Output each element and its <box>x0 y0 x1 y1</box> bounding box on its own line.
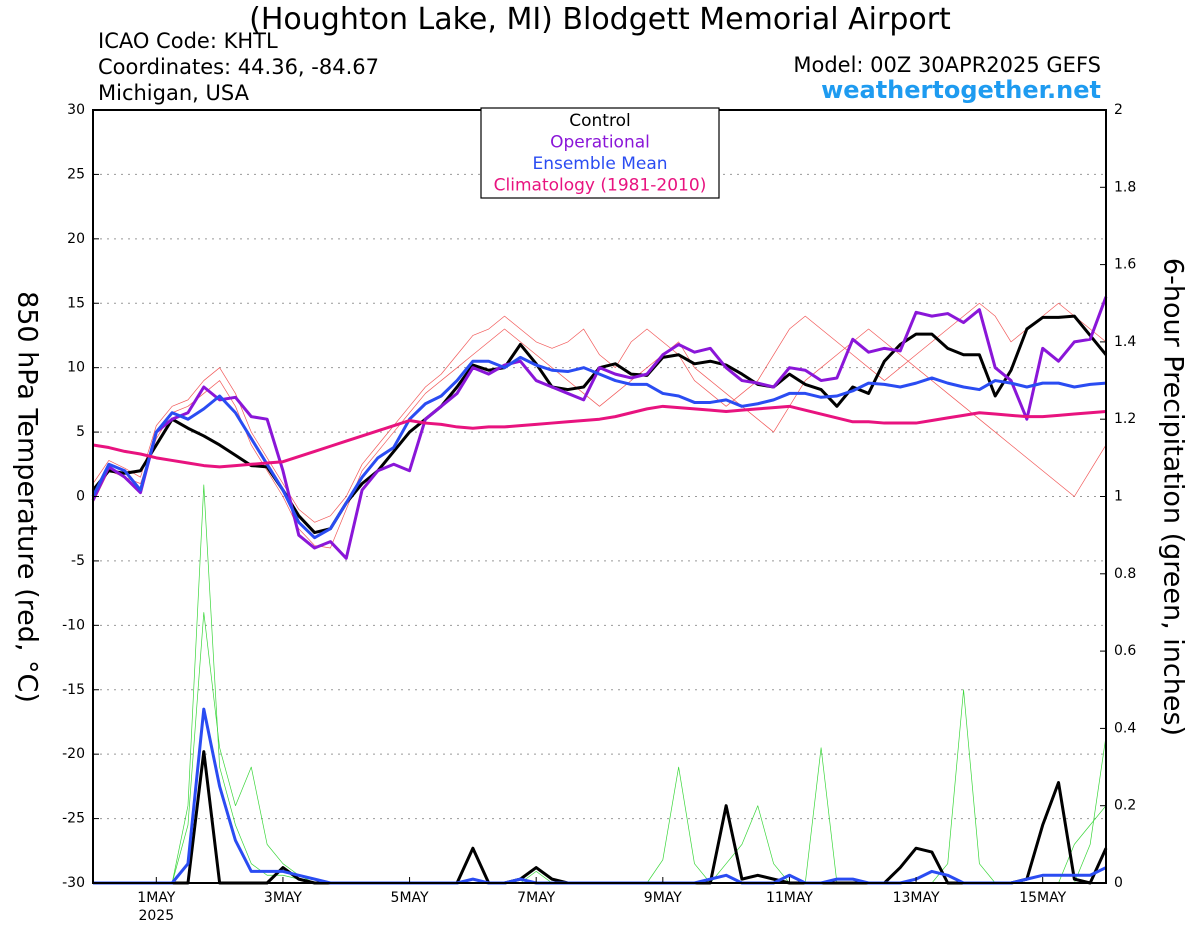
y-tick-label: 5 <box>76 424 85 440</box>
legend-entry: Climatology (1981-2010) <box>494 176 707 196</box>
y2-tick-label: 0 <box>1114 875 1123 891</box>
model-info: Model: 00Z 30APR2025 GEFS <box>793 53 1101 77</box>
y-tick-label: -10 <box>62 617 85 633</box>
x-tick-label: 15MAY <box>1019 890 1066 906</box>
y2-tick-label: 1.2 <box>1114 411 1136 427</box>
y2-tick-label: 0.4 <box>1114 720 1136 736</box>
y2-tick-label: 0.8 <box>1114 566 1136 582</box>
y2-tick-label: 1 <box>1114 489 1123 505</box>
legend-entry: Ensemble Mean <box>532 154 667 174</box>
y-axis-label: 850 hPa Temperature (red, °C) <box>12 291 43 703</box>
y2-tick-label: 1.6 <box>1114 257 1136 273</box>
y-tick-label: -15 <box>62 682 85 698</box>
y-tick-label: 15 <box>67 295 85 311</box>
y2-tick-label: 1.8 <box>1114 179 1136 195</box>
y-tick-label: -25 <box>62 811 85 827</box>
station-info: Michigan, USA <box>98 81 250 105</box>
y-tick-label: -20 <box>62 746 85 762</box>
y-tick-label: 20 <box>67 231 85 247</box>
x-tick-label: 9MAY <box>644 890 682 906</box>
legend-box <box>480 107 720 199</box>
y-tick-label: 30 <box>67 102 85 118</box>
y2-tick-label: 0.6 <box>1114 643 1136 659</box>
y2-axis-label: 6-hour Precipitation (green, inches) <box>1158 258 1189 736</box>
x-tick-label: 3MAY <box>264 890 302 906</box>
legend-entry: Operational <box>550 133 650 153</box>
legend-entry: Control <box>569 111 630 131</box>
ticks: -30-25-20-15-10-505101520253000.20.40.60… <box>62 102 1136 924</box>
x-tick-label: 13MAY <box>893 890 940 906</box>
y2-tick-label: 1.4 <box>1114 334 1136 350</box>
x-tick-label: 7MAY <box>517 890 555 906</box>
site-name: weathertogether.net <box>821 76 1101 104</box>
x-tick-label: 5MAY <box>391 890 429 906</box>
chart-title: (Houghton Lake, MI) Blodgett Memorial Ai… <box>249 2 951 37</box>
station-info: Coordinates: 44.36, -84.67 <box>98 55 379 79</box>
y-tick-label: -5 <box>71 553 85 569</box>
year-label: 2025 <box>138 908 174 924</box>
x-tick-label: 11MAY <box>766 890 813 906</box>
series-line <box>91 355 1107 540</box>
y2-tick-label: 0.2 <box>1114 798 1136 814</box>
y-tick-label: 0 <box>76 489 85 505</box>
y-tick-label: 10 <box>67 360 85 376</box>
series-line <box>92 404 1107 469</box>
y-tick-label: 25 <box>67 166 85 182</box>
series-line <box>91 296 1108 560</box>
y-tick-label: -30 <box>62 875 85 891</box>
station-info: ICAO Code: KHTL <box>98 29 278 53</box>
x-tick-label: 1MAY <box>137 890 175 906</box>
y2-tick-label: 2 <box>1114 102 1123 118</box>
